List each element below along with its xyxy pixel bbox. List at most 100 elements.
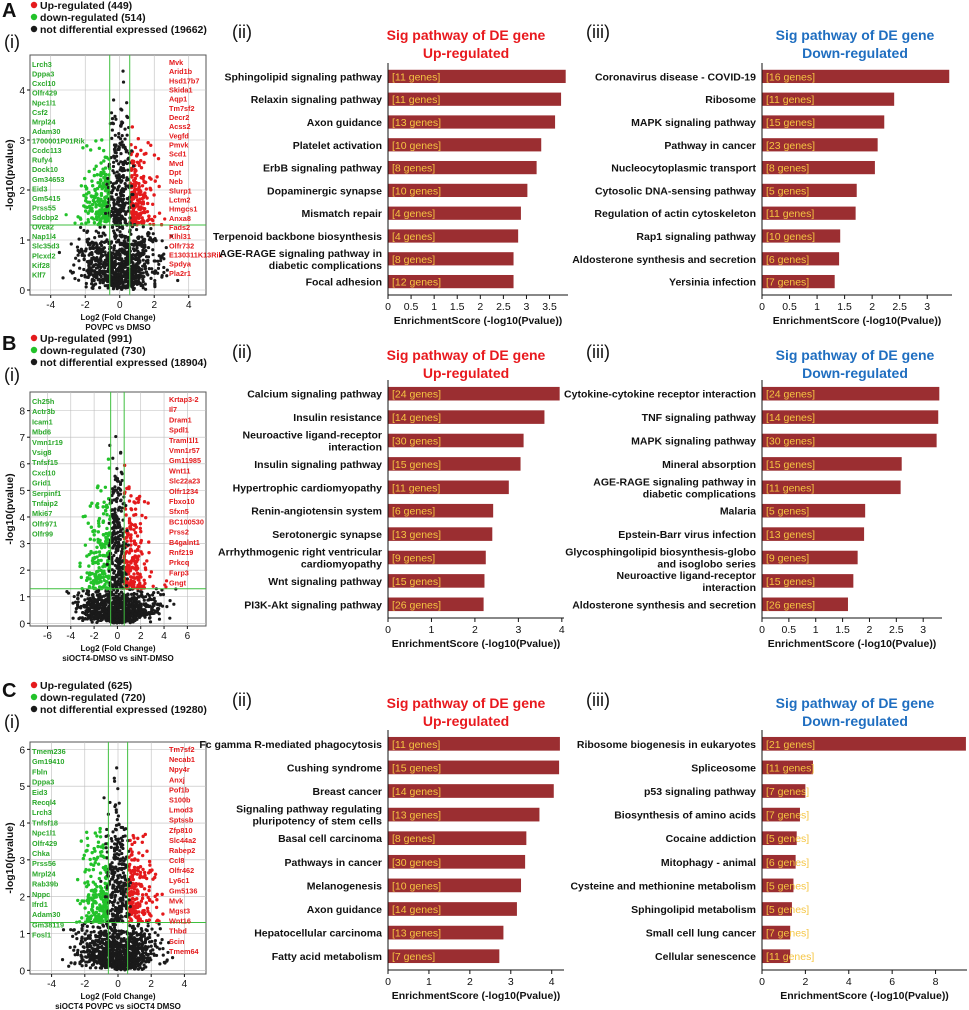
- category-label: ErbB signaling pathway: [263, 163, 382, 175]
- scatter-point: [120, 901, 125, 906]
- scatter-point: [156, 933, 160, 937]
- down-gene-label: Mki67: [32, 509, 52, 518]
- bar-gene-count: [8 genes]: [766, 163, 809, 175]
- bar-gene-count: [13 genes]: [392, 529, 441, 541]
- scatter-point: [88, 577, 92, 581]
- scatter-point: [91, 277, 95, 281]
- scatter-point: [160, 604, 165, 608]
- scatter-point: [129, 494, 133, 498]
- scatter-point: [103, 509, 108, 513]
- scatter-point: [89, 580, 93, 585]
- scatter-point: [114, 808, 118, 812]
- scatter-point: [93, 831, 98, 835]
- scatter-point: [123, 878, 128, 882]
- scatter-point: [96, 530, 101, 534]
- scatter-point: [129, 908, 133, 913]
- scatter-point: [97, 603, 102, 607]
- scatter-point: [116, 185, 120, 189]
- scatter-point: [116, 579, 120, 583]
- scatter-point: [112, 543, 116, 547]
- x-axis-label: EnrichmentScore (-log10(Pvalue)): [394, 315, 563, 327]
- scatter-point: [162, 270, 166, 275]
- scatter-point: [117, 203, 121, 207]
- scatter-point: [89, 862, 93, 866]
- scatter-point: [86, 521, 90, 525]
- scatter-point: [76, 898, 80, 903]
- scatter-point: [113, 156, 117, 160]
- scatter-point: [86, 220, 91, 224]
- scatter-point: [109, 155, 113, 160]
- scatter-point: [118, 505, 122, 509]
- scatter-point: [146, 245, 151, 250]
- scatter-point: [114, 240, 119, 244]
- scatter-point: [104, 579, 108, 584]
- scatter-point: [154, 905, 159, 910]
- scatter-point: [64, 213, 68, 217]
- scatter-point: [85, 942, 89, 946]
- category-label: Cytosolic DNA-sensing pathway: [595, 185, 756, 197]
- scatter-point: [114, 823, 119, 827]
- up-gene-label: Pla2r1: [169, 269, 191, 278]
- scatter-point: [101, 915, 105, 919]
- scatter-point: [134, 598, 138, 603]
- scatter-point: [119, 509, 123, 513]
- down-gene-label: Cxcl10: [32, 468, 56, 477]
- scatter-point: [110, 620, 114, 624]
- legend-entry: down-regulated (730): [40, 345, 146, 357]
- scatter-point: [115, 597, 119, 601]
- scatter-point: [139, 275, 143, 279]
- x-tick-label: 1: [429, 624, 435, 636]
- scatter-point: [159, 592, 163, 597]
- scatter-point: [115, 496, 119, 500]
- scatter-point: [98, 926, 102, 930]
- scatter-point: [134, 942, 138, 947]
- y-tick-label: 0: [19, 286, 25, 297]
- scatter-point: [85, 924, 89, 928]
- scatter-point: [114, 271, 118, 276]
- scatter-point: [104, 542, 109, 546]
- scatter-point: [127, 521, 132, 525]
- bar: [388, 160, 537, 175]
- scatter-point: [71, 616, 75, 620]
- scatter-point: [113, 888, 118, 892]
- scatter-point: [131, 557, 135, 562]
- scatter-point: [127, 517, 132, 521]
- scatter-point: [87, 259, 91, 263]
- scatter-point: [113, 150, 117, 154]
- scatter-point: [76, 253, 80, 257]
- scatter-point: [112, 508, 116, 512]
- category-label: diabetic complications: [643, 488, 756, 500]
- scatter-point: [99, 897, 103, 901]
- scatter-point: [122, 259, 126, 263]
- scatter-point: [116, 490, 120, 495]
- scatter-point: [99, 558, 103, 563]
- scatter-point: [97, 258, 101, 262]
- scatter-point: [85, 929, 89, 933]
- up-chart-subtitle: Up-regulated: [423, 45, 509, 61]
- scatter-point: [72, 263, 76, 267]
- scatter-point: [157, 617, 162, 621]
- scatter-point: [147, 214, 151, 219]
- up-gene-label: Acss2: [169, 122, 191, 131]
- category-label: Neuroactive ligand-receptor: [617, 570, 756, 582]
- scatter-point: [114, 143, 118, 147]
- down-chart-label: (iii): [586, 342, 610, 362]
- scatter-point: [145, 209, 150, 214]
- scatter-point: [120, 944, 125, 948]
- scatter-point: [122, 209, 126, 213]
- scatter-point: [132, 528, 136, 532]
- up-gene-label: Fads2: [169, 223, 190, 232]
- scatter-point: [87, 911, 91, 915]
- down-chart-subtitle: Down-regulated: [802, 365, 908, 381]
- scatter-point: [91, 265, 95, 269]
- scatter-point: [155, 610, 160, 614]
- bar: [388, 183, 528, 198]
- scatter-point: [139, 211, 143, 215]
- scatter-point: [150, 270, 155, 274]
- scatter-point: [89, 944, 93, 949]
- scatter-point: [147, 604, 151, 609]
- scatter-point: [138, 918, 142, 923]
- scatter-point: [92, 167, 97, 171]
- scatter-point: [130, 275, 134, 279]
- scatter-point: [137, 611, 141, 615]
